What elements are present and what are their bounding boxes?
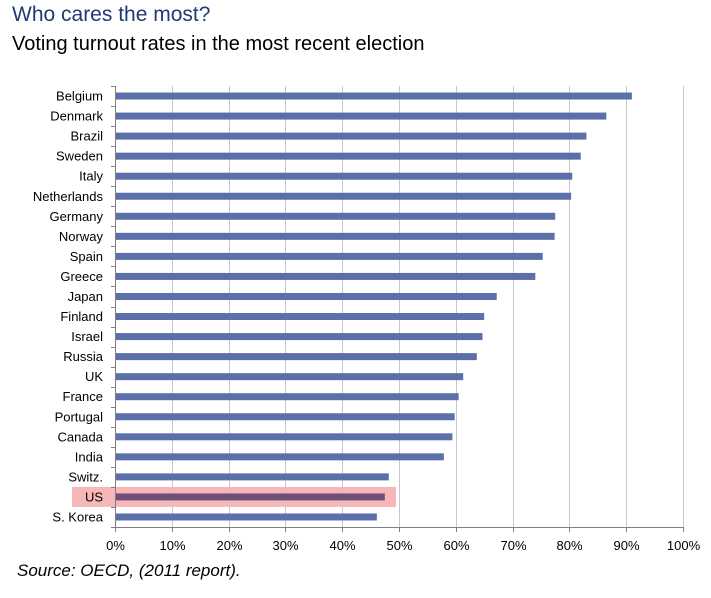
x-tick-label: 40%	[329, 538, 355, 553]
category-label: Germany	[50, 209, 104, 224]
source-note: Source: OECD, (2011 report).	[17, 561, 241, 580]
bar-france	[116, 393, 459, 401]
bar-denmark	[116, 112, 607, 120]
bar-s-korea	[116, 513, 377, 521]
category-label: France	[63, 389, 103, 404]
x-tick-label: 0%	[106, 538, 125, 553]
category-label: Belgium	[56, 89, 103, 104]
x-tick-label: 100%	[667, 538, 701, 553]
category-label: Portugal	[55, 409, 104, 424]
category-label: Switz.	[68, 469, 103, 484]
bar-italy	[116, 172, 573, 180]
category-label: Sweden	[56, 149, 103, 164]
bar-russia	[116, 353, 477, 361]
category-label: Canada	[57, 429, 103, 444]
x-tick-label: 70%	[500, 538, 526, 553]
bar-belgium	[116, 92, 632, 100]
bar-switz	[116, 473, 389, 481]
bar-canada	[116, 433, 453, 441]
category-label: Italy	[79, 169, 103, 184]
category-label: Norway	[59, 229, 104, 244]
x-tick-label: 20%	[216, 538, 242, 553]
x-tick-label: 80%	[556, 538, 582, 553]
category-label: US	[85, 489, 103, 504]
bar-norway	[116, 232, 555, 240]
bar-netherlands	[116, 192, 572, 200]
category-label: Greece	[60, 269, 103, 284]
bar-spain	[116, 252, 543, 260]
bar-germany	[116, 212, 556, 220]
category-label: Denmark	[50, 109, 103, 124]
x-tick-label: 10%	[159, 538, 185, 553]
category-label: UK	[85, 369, 103, 384]
category-label: Brazil	[70, 129, 103, 144]
category-label: S. Korea	[52, 509, 103, 524]
bar-india	[116, 453, 444, 461]
bar-greece	[116, 272, 536, 280]
chart-subtitle: Voting turnout rates in the most recent …	[12, 33, 425, 55]
bar-uk	[116, 373, 464, 381]
category-label: Russia	[63, 349, 104, 364]
x-tick-label: 50%	[386, 538, 412, 553]
category-label: Israel	[71, 329, 103, 344]
category-label: Netherlands	[33, 189, 104, 204]
category-label: India	[75, 449, 104, 464]
bar-us	[116, 493, 385, 501]
x-tick-label: 90%	[613, 538, 639, 553]
x-tick-label: 30%	[272, 538, 298, 553]
x-tick-label: 60%	[443, 538, 469, 553]
bar-sweden	[116, 152, 581, 160]
category-label: Japan	[68, 289, 103, 304]
bar-brazil	[116, 132, 587, 140]
category-label: Finland	[60, 309, 103, 324]
bar-finland	[116, 313, 485, 321]
bar-portugal	[116, 413, 455, 421]
bar-israel	[116, 333, 483, 341]
category-label: Spain	[70, 249, 103, 264]
bar-japan	[116, 292, 497, 300]
chart-title: Who cares the most?	[12, 3, 211, 26]
